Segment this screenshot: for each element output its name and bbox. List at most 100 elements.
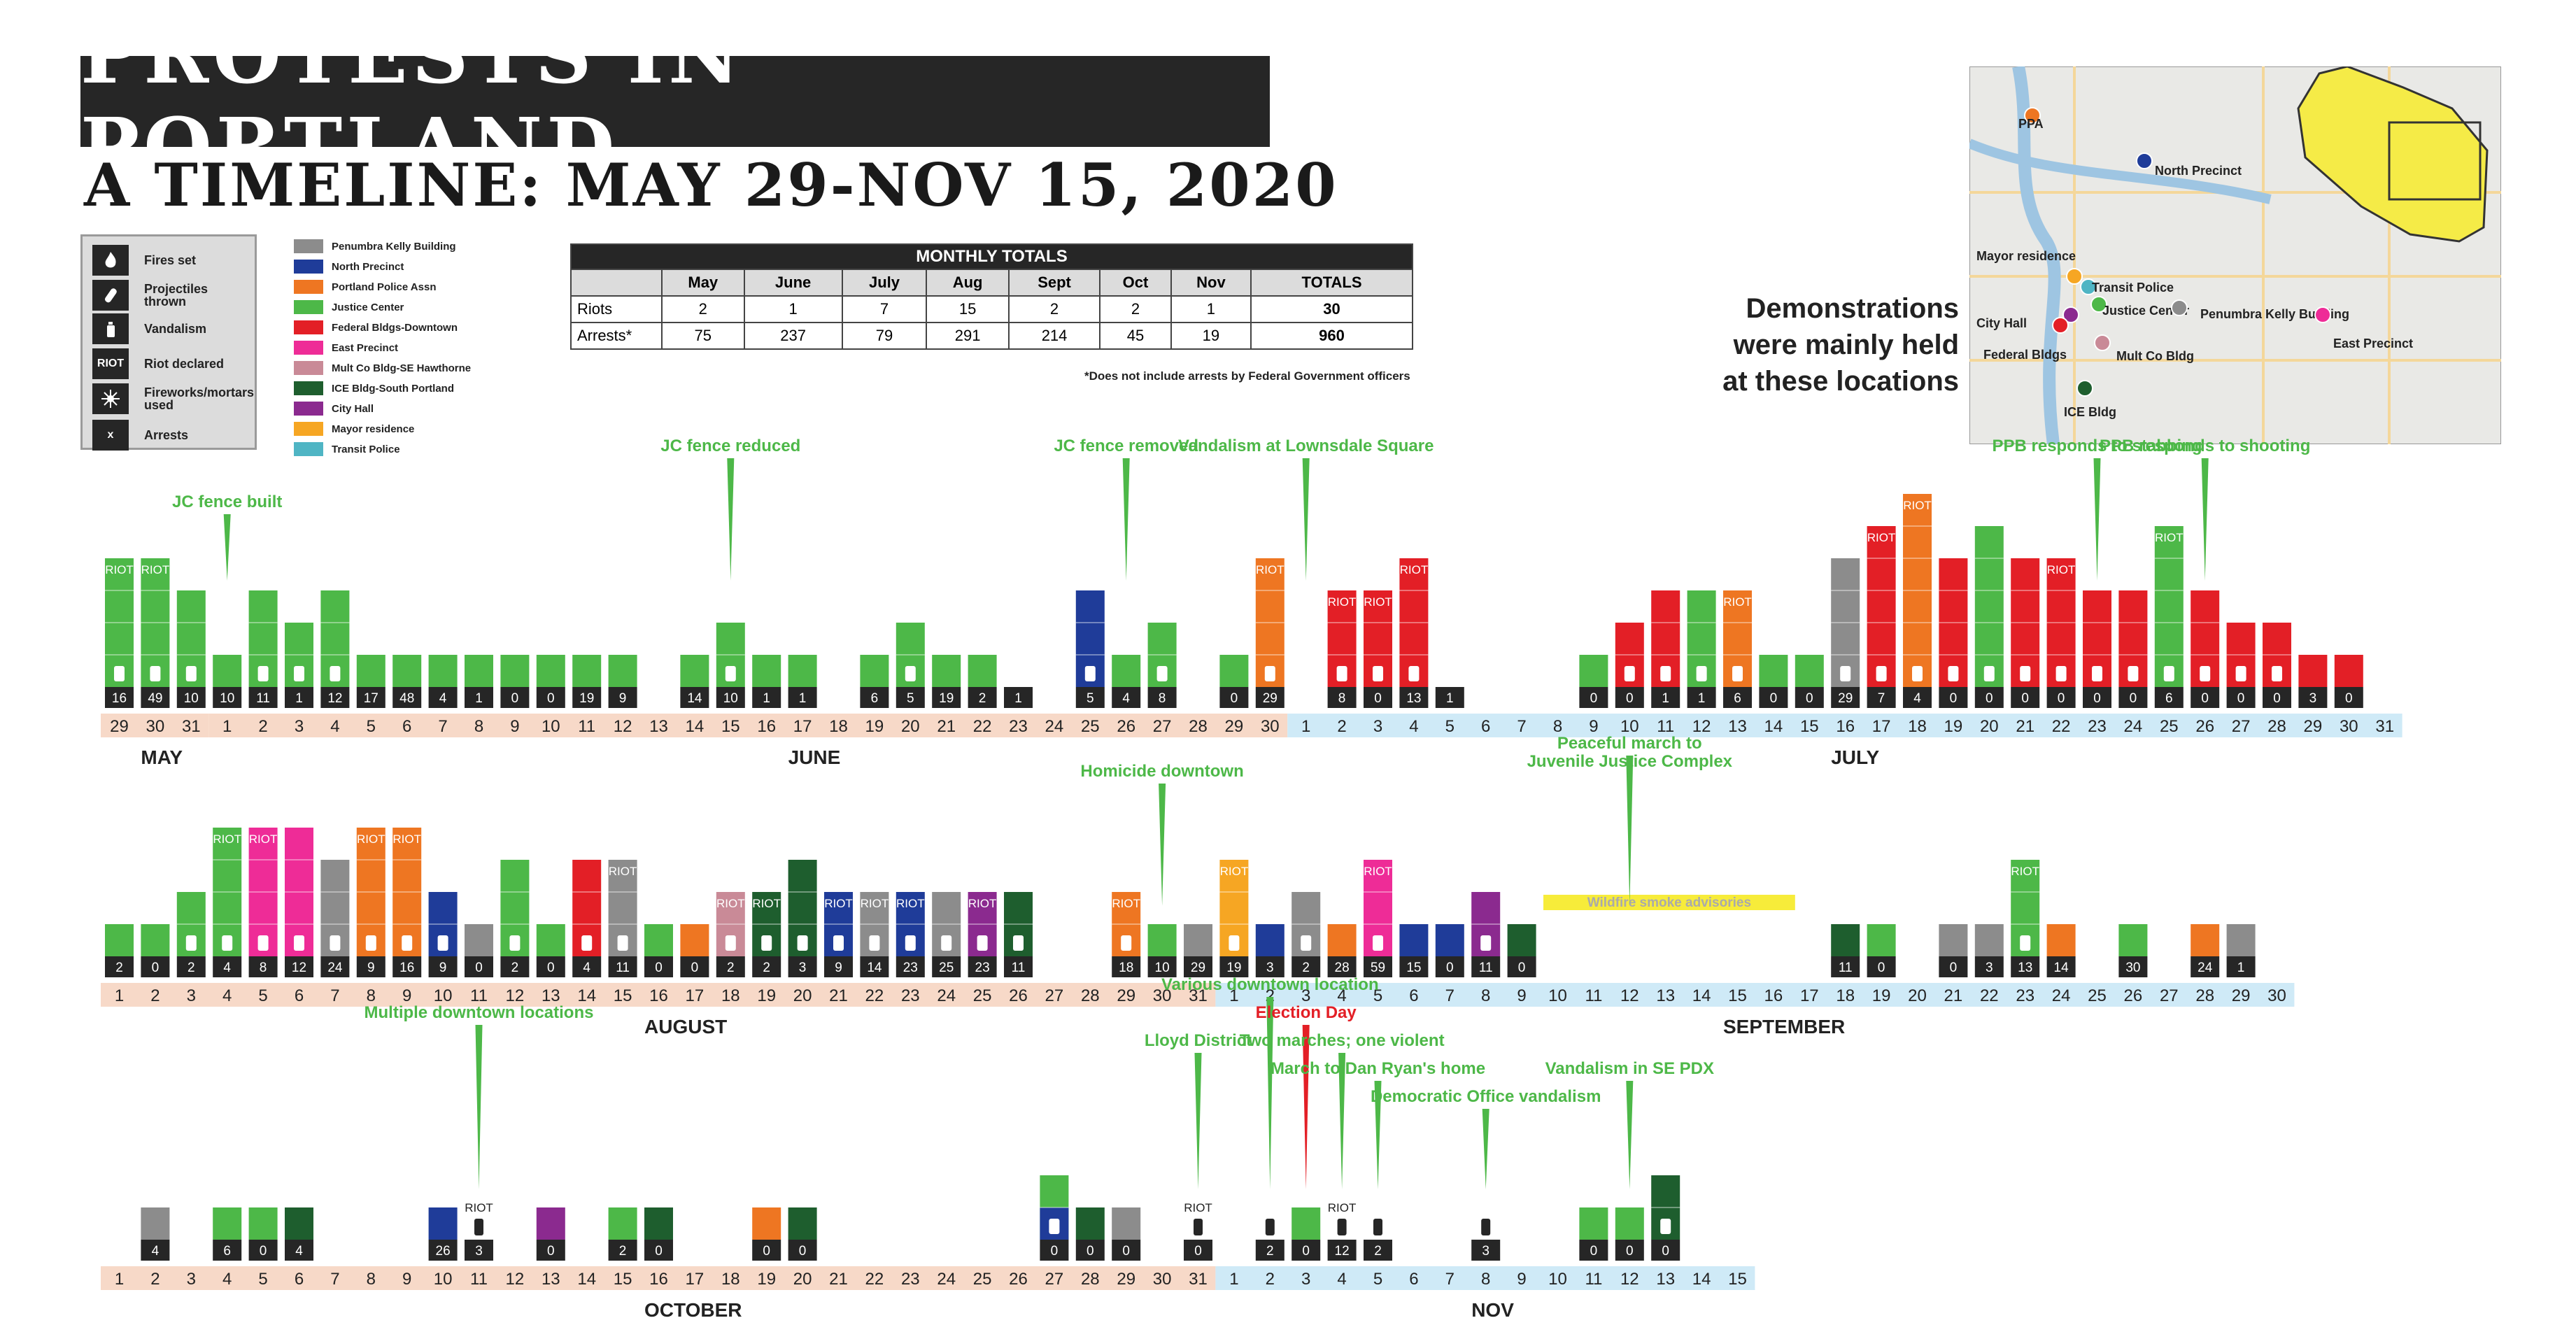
arrest-count-box <box>1651 1240 1680 1261</box>
riot-label: RIOT <box>2011 865 2039 878</box>
arrest-count-label: 1 <box>475 691 483 706</box>
spray-can-icon <box>2020 935 2031 951</box>
spray-can-icon <box>1265 1219 1275 1235</box>
activity-bar <box>2334 655 2363 687</box>
map-place-label: Mult Co Bldg <box>2116 349 2194 363</box>
arrest-count-label: 49 <box>148 691 162 706</box>
date-tick-label: 4 <box>1337 1270 1346 1289</box>
location-legend-item: Mult Co Bldg-SE Hawthorne <box>294 361 471 375</box>
arrest-count-box <box>320 956 350 977</box>
date-strip-september <box>1215 983 2295 1007</box>
spray-can-icon <box>1336 666 1347 681</box>
date-tick-label: 14 <box>1692 986 1711 1005</box>
activity-bar <box>1579 1207 1608 1240</box>
date-tick-label: 17 <box>1872 717 1891 736</box>
date-tick-label: 6 <box>295 986 304 1005</box>
date-tick-label: 6 <box>1481 717 1490 736</box>
arrest-count-box <box>1075 1240 1105 1261</box>
annotation-pointer <box>1626 1081 1634 1189</box>
annotation-label: Peaceful march to <box>1557 734 1702 753</box>
arrest-count-box <box>465 687 493 708</box>
arrest-count-label: 0 <box>1194 1244 1202 1259</box>
arrest-count-label: 23 <box>975 961 990 975</box>
date-tick-label: 25 <box>1081 717 1100 736</box>
arrest-count-label: 8 <box>1338 691 1346 706</box>
arrest-count-label: 2 <box>1302 961 1310 975</box>
arrest-count-box <box>1903 687 1932 708</box>
date-tick-label: 24 <box>2052 986 2071 1005</box>
date-tick-label: 29 <box>2232 986 2251 1005</box>
arrest-count-label: 0 <box>1662 1244 1669 1259</box>
arrest-count-box <box>2046 956 2076 977</box>
arrest-count-box <box>752 1240 781 1261</box>
date-tick-label: 23 <box>1009 717 1028 736</box>
totals-cell: 45 <box>1099 322 1172 350</box>
legend-item-fire-icon: Fires set <box>92 245 249 276</box>
date-tick-label: 18 <box>721 1270 740 1289</box>
arrest-count-label: 9 <box>619 691 627 706</box>
arrest-count-label: 19 <box>579 691 594 706</box>
date-tick-label: 19 <box>865 717 884 736</box>
date-tick-label: 15 <box>1800 717 1819 736</box>
arrest-count-label: 0 <box>1302 1244 1310 1259</box>
spray-can-icon <box>1049 1219 1060 1234</box>
activity-bar <box>105 924 134 956</box>
riot-label: RIOT <box>392 833 421 846</box>
spray-can-icon <box>1229 935 1240 951</box>
date-tick-label: 8 <box>1481 1270 1490 1289</box>
date-tick-label: 25 <box>2160 717 2179 736</box>
annotation-label: JC fence built <box>172 493 282 511</box>
activity-bar <box>285 1207 313 1240</box>
arrest-count-label: 29 <box>1838 691 1853 706</box>
arrest-count-label: 25 <box>939 961 954 975</box>
date-tick-label: 11 <box>1585 986 1602 1005</box>
totals-cell: 214 <box>1007 322 1101 350</box>
spray-can-icon <box>185 666 197 681</box>
spray-can-icon <box>617 935 628 951</box>
arrest-count-label: 3 <box>799 961 807 975</box>
arrest-count-box <box>1255 956 1285 977</box>
arrest-count-box <box>1974 956 2004 977</box>
annotation-label: PPB responds to shooting <box>2100 437 2310 455</box>
annotation-pointer <box>2201 458 2209 581</box>
date-tick-label: 11 <box>1657 717 1674 736</box>
arrest-count-box <box>428 956 458 977</box>
arrest-count-box <box>392 956 422 977</box>
location-swatch <box>294 422 323 436</box>
arrest-count-label: 0 <box>1446 961 1454 975</box>
annotation-label: PPB responds to stabbing <box>1992 437 2202 455</box>
date-tick-label: 3 <box>187 1270 196 1289</box>
arrest-count-label: 3 <box>1482 1244 1489 1259</box>
spray-can-icon <box>761 935 772 951</box>
wildfire-band <box>1543 895 1795 910</box>
totals-cell: 291 <box>926 322 1010 350</box>
spray-can-icon <box>1660 666 1671 681</box>
spray-can-icon <box>2055 666 2067 681</box>
activity-bar <box>680 924 709 956</box>
arrest-count-box <box>788 1240 817 1261</box>
arrest-count-label: 9 <box>367 961 375 975</box>
river <box>1969 139 2272 204</box>
date-tick-label: 30 <box>1153 986 1172 1005</box>
arrest-count-box <box>1579 1240 1608 1261</box>
date-tick-label: 7 <box>1445 986 1455 1005</box>
arrest-count-label: 17 <box>364 691 378 706</box>
spray-can-icon <box>1121 935 1132 951</box>
annotation-label: Various downtown location <box>1161 975 1379 994</box>
arrest-count-box <box>680 956 709 977</box>
activity-bar <box>608 655 637 687</box>
activity-bar <box>1974 924 2004 956</box>
date-tick-label: 28 <box>1081 986 1100 1005</box>
activity-bar <box>1867 924 1896 956</box>
date-tick-label: 31 <box>2375 717 2394 736</box>
activity-bar <box>2154 526 2184 687</box>
date-tick-label: 28 <box>2267 717 2286 736</box>
date-tick-label: 11 <box>470 986 488 1005</box>
arrest-count-box <box>860 687 889 708</box>
arrest-count-box <box>213 687 242 708</box>
arrest-count-label: 1 <box>295 691 303 706</box>
date-tick-label: 1 <box>115 986 124 1005</box>
arrest-count-label: 2 <box>511 961 519 975</box>
date-tick-label: 31 <box>1189 986 1208 1005</box>
totals-cell: 19 <box>1170 322 1252 350</box>
